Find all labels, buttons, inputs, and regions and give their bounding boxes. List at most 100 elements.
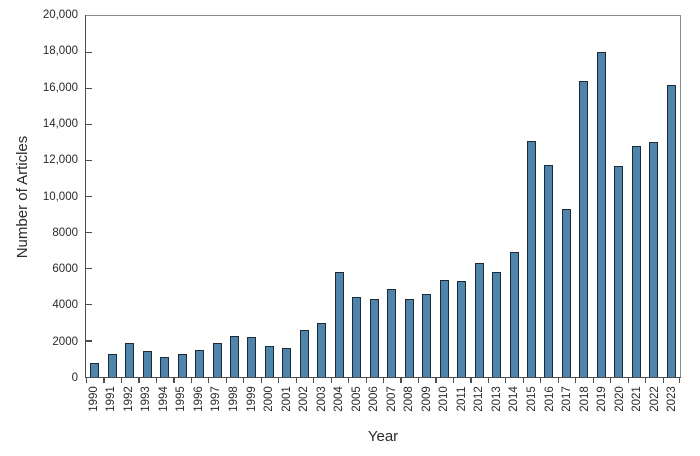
x-tick-label-1996: 1996 [192, 386, 205, 412]
y-tick [86, 123, 92, 125]
y-tick [86, 87, 92, 89]
x-tick [313, 378, 315, 383]
x-tick-label-2013: 2013 [490, 386, 503, 412]
x-tick-label-2016: 2016 [543, 386, 556, 412]
y-tick-label-6000: 6000 [52, 263, 78, 276]
y-axis-line [85, 15, 87, 378]
x-tick-label-2010: 2010 [438, 386, 451, 412]
x-tick [487, 378, 489, 383]
x-tick-label-2017: 2017 [561, 386, 574, 412]
y-tick-label-8000: 8000 [52, 226, 78, 239]
x-tick-label-2012: 2012 [473, 386, 486, 412]
bar-1991 [107, 354, 117, 377]
y-tick [86, 340, 92, 342]
y-tick-label-4000: 4000 [52, 299, 78, 312]
x-tick-label-2011: 2011 [455, 386, 468, 412]
x-tick-label-2001: 2001 [280, 386, 293, 412]
x-tick-label-2020: 2020 [613, 386, 626, 412]
bar-2002 [299, 330, 309, 377]
bar-1997 [212, 342, 222, 377]
x-tick-label-2009: 2009 [420, 386, 433, 412]
bar-2004 [334, 272, 344, 377]
x-tick [365, 378, 367, 383]
x-axis-title: Year [367, 428, 399, 445]
x-tick-label-2003: 2003 [315, 386, 328, 412]
x-tick [662, 378, 664, 383]
x-tick [383, 378, 385, 383]
x-tick-label-1999: 1999 [245, 386, 258, 412]
x-tick-label-1992: 1992 [122, 386, 135, 412]
bar-1995 [177, 354, 187, 377]
x-tick-label-2004: 2004 [333, 386, 346, 412]
x-tick [173, 378, 175, 383]
x-tick-label-2014: 2014 [508, 386, 521, 412]
bar-2005 [352, 296, 362, 377]
bar-2014 [509, 252, 519, 377]
x-tick [627, 378, 629, 383]
x-tick [522, 378, 524, 383]
bar-1993 [142, 350, 152, 377]
x-tick [470, 378, 472, 383]
bar-2019 [596, 52, 606, 377]
x-tick-label-1997: 1997 [210, 386, 223, 412]
x-tick-label-2019: 2019 [596, 386, 609, 412]
x-tick-label-2000: 2000 [263, 386, 276, 412]
x-tick [86, 378, 88, 383]
bar-2008 [404, 299, 414, 377]
x-tick-label-2005: 2005 [350, 386, 363, 412]
bar-2001 [282, 348, 292, 377]
bar-1998 [230, 335, 239, 377]
y-tick [86, 51, 92, 53]
x-tick [400, 378, 402, 383]
bar-2022 [649, 142, 659, 377]
x-tick [452, 378, 455, 383]
x-tick [103, 378, 105, 383]
x-tick [243, 378, 245, 383]
x-tick [557, 378, 559, 383]
x-tick-label-1998: 1998 [228, 386, 240, 412]
x-tick [138, 378, 140, 383]
bar-1990 [90, 362, 100, 377]
x-tick-label-2023: 2023 [666, 386, 679, 412]
bar-2016 [544, 164, 554, 377]
y-tick-label-18000: 18,000 [42, 45, 78, 58]
bar-2021 [631, 145, 641, 377]
y-tick [86, 268, 92, 270]
x-tick-label-2021: 2021 [631, 386, 644, 412]
x-tick-label-1994: 1994 [157, 386, 170, 412]
x-tick-label-2018: 2018 [578, 386, 591, 412]
x-tick [260, 378, 262, 383]
x-tick [540, 378, 542, 383]
x-tick-label-2007: 2007 [385, 386, 398, 412]
x-tick [575, 378, 577, 383]
x-tick-label-1991: 1991 [105, 386, 118, 412]
x-tick [610, 378, 612, 383]
bar-2003 [317, 322, 327, 377]
x-tick-label-1995: 1995 [175, 386, 188, 412]
bar-2018 [579, 80, 589, 377]
y-tick [86, 196, 92, 198]
x-tick [190, 378, 192, 383]
x-tick-label-2015: 2015 [526, 386, 538, 412]
y-tick-label-20000: 20,000 [42, 9, 78, 21]
x-tick [505, 378, 507, 383]
x-tick-label-2022: 2022 [648, 386, 661, 412]
bar-2011 [457, 281, 467, 377]
plot-area [85, 15, 681, 383]
y-tick-label-12000: 12,000 [42, 154, 78, 167]
bar-1992 [125, 342, 135, 377]
x-tick-label-1993: 1993 [140, 386, 153, 412]
x-tick [592, 378, 594, 383]
y-tick-label-14000: 14,000 [42, 117, 78, 130]
y-tick [86, 232, 92, 234]
bar-1999 [247, 337, 257, 377]
x-tick [348, 378, 350, 383]
bar-2023 [666, 84, 676, 377]
x-tick-label-2002: 2002 [298, 386, 311, 412]
x-tick [435, 378, 437, 383]
x-tick [417, 378, 420, 383]
y-tick-label-0: 0 [71, 372, 78, 384]
y-tick [86, 159, 92, 162]
x-tick [208, 378, 210, 383]
